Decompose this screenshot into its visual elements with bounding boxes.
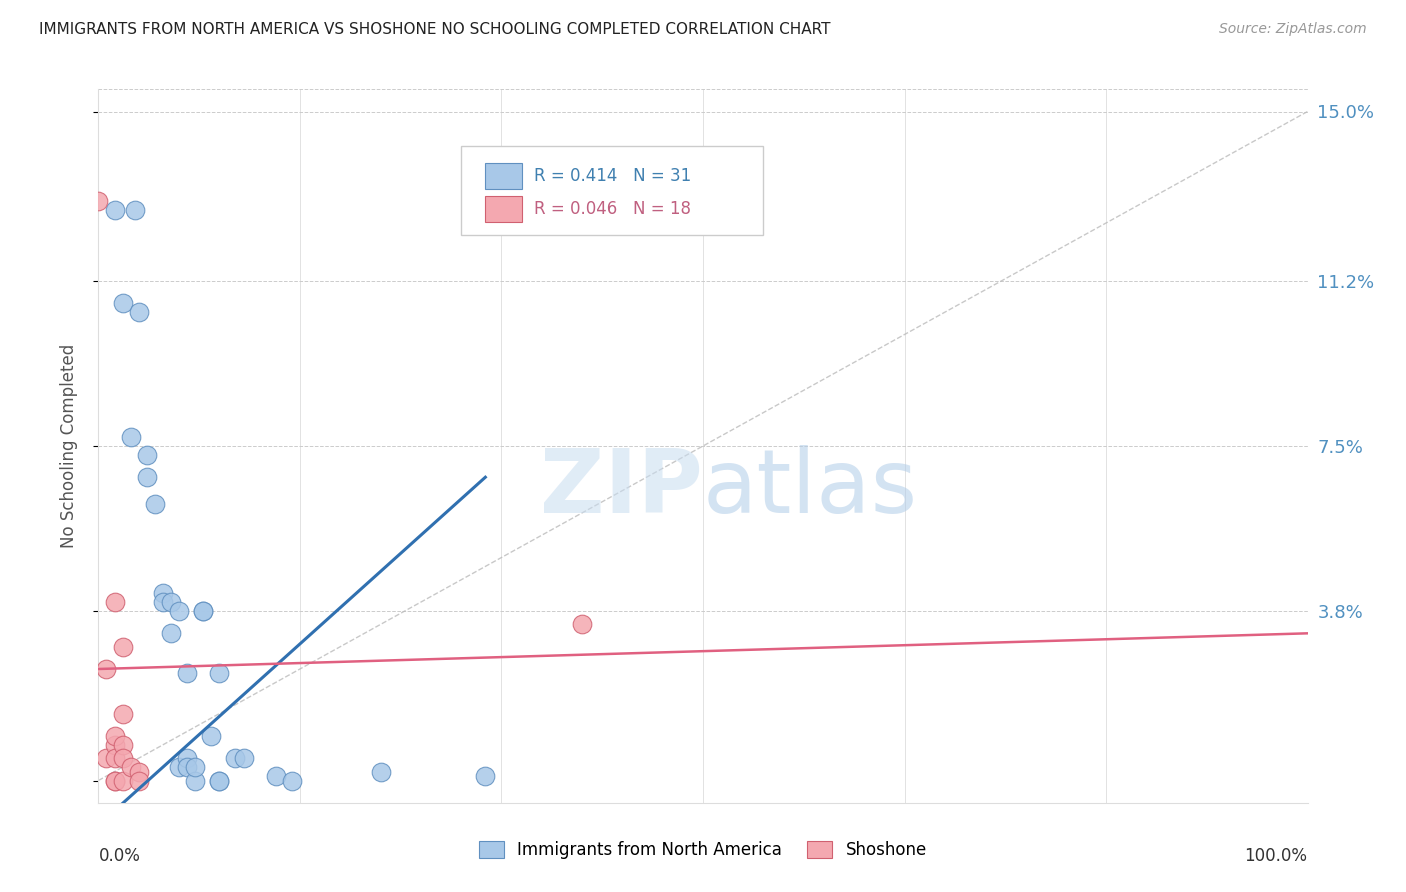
Point <box>152 586 174 600</box>
Point <box>232 751 254 765</box>
Point <box>193 604 215 618</box>
Text: R = 0.046   N = 18: R = 0.046 N = 18 <box>534 200 690 218</box>
Point <box>200 729 222 743</box>
Text: Source: ZipAtlas.com: Source: ZipAtlas.com <box>1219 22 1367 37</box>
Point <box>103 773 125 788</box>
Text: 100.0%: 100.0% <box>1244 847 1308 865</box>
Point <box>111 751 134 765</box>
Point <box>176 666 198 681</box>
Point <box>167 760 190 774</box>
Point <box>128 773 150 788</box>
Text: 0.0%: 0.0% <box>98 847 141 865</box>
Point <box>103 738 125 752</box>
Text: IMMIGRANTS FROM NORTH AMERICA VS SHOSHONE NO SCHOOLING COMPLETED CORRELATION CHA: IMMIGRANTS FROM NORTH AMERICA VS SHOSHON… <box>39 22 831 37</box>
Point <box>176 760 198 774</box>
Text: R = 0.414   N = 31: R = 0.414 N = 31 <box>534 168 690 186</box>
Point <box>264 769 287 783</box>
Point <box>184 760 207 774</box>
Point <box>111 738 134 752</box>
Point <box>87 194 110 208</box>
Point <box>111 296 134 310</box>
Text: atlas: atlas <box>703 445 918 533</box>
Text: ZIP: ZIP <box>540 445 703 533</box>
Point <box>103 773 125 788</box>
Point <box>208 773 231 788</box>
Point <box>120 760 142 774</box>
Point <box>474 769 496 783</box>
Point <box>176 751 198 765</box>
Point <box>111 640 134 654</box>
Point <box>208 773 231 788</box>
Point <box>184 773 207 788</box>
Point <box>103 751 125 765</box>
Point <box>103 595 125 609</box>
Point <box>370 764 392 779</box>
Point <box>143 497 166 511</box>
Point <box>208 666 231 681</box>
Point <box>120 430 142 444</box>
Point <box>124 202 146 217</box>
FancyBboxPatch shape <box>461 146 763 235</box>
FancyBboxPatch shape <box>485 196 522 222</box>
Point <box>111 773 134 788</box>
Point <box>135 470 157 484</box>
Point <box>96 662 118 676</box>
Point <box>193 604 215 618</box>
Point <box>224 751 246 765</box>
Point <box>96 751 118 765</box>
Point <box>135 448 157 462</box>
Point <box>160 595 183 609</box>
Point <box>128 764 150 779</box>
Point <box>571 617 593 632</box>
Point <box>152 595 174 609</box>
Point <box>111 706 134 721</box>
Legend: Immigrants from North America, Shoshone: Immigrants from North America, Shoshone <box>472 834 934 866</box>
FancyBboxPatch shape <box>485 163 522 189</box>
Point <box>160 626 183 640</box>
Point <box>103 202 125 217</box>
Y-axis label: No Schooling Completed: No Schooling Completed <box>59 344 77 548</box>
Point <box>128 305 150 319</box>
Point <box>167 604 190 618</box>
Point <box>103 729 125 743</box>
Point <box>281 773 304 788</box>
